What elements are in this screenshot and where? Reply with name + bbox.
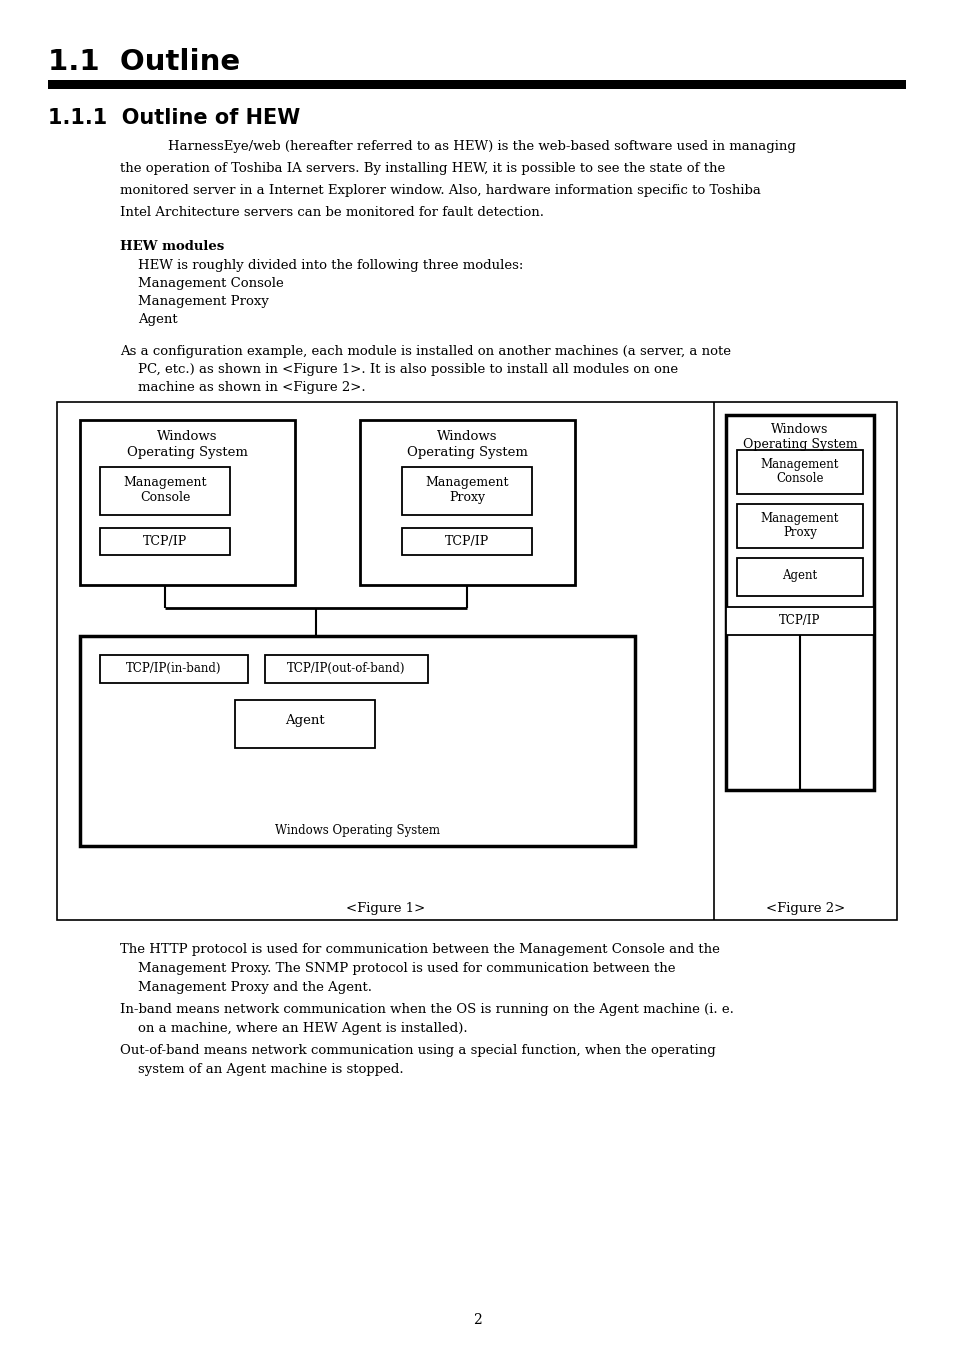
Text: Proxy: Proxy (782, 526, 816, 539)
Text: <Figure 1>: <Figure 1> (346, 902, 425, 915)
Text: Console: Console (140, 490, 190, 504)
Text: HarnessEye/web (hereafter referred to as HEW) is the web-based software used in : HarnessEye/web (hereafter referred to as… (168, 141, 795, 153)
Text: As a configuration example, each module is installed on another machines (a serv: As a configuration example, each module … (120, 345, 730, 358)
Text: Operating System: Operating System (741, 438, 857, 451)
Text: Management Proxy: Management Proxy (138, 295, 269, 308)
Text: Operating System: Operating System (407, 446, 527, 459)
Text: Windows: Windows (771, 423, 828, 436)
Text: Out-of-band means network communication using a special function, when the opera: Out-of-band means network communication … (120, 1044, 715, 1056)
Text: <Figure 2>: <Figure 2> (765, 902, 844, 915)
Bar (234, 700, 375, 748)
Text: the operation of Toshiba IA servers. By installing HEW, it is possible to see th: the operation of Toshiba IA servers. By … (120, 162, 724, 176)
Bar (401, 528, 532, 555)
Text: TCP/IP: TCP/IP (143, 535, 187, 549)
Text: TCP/IP(in-band): TCP/IP(in-band) (126, 662, 221, 676)
Text: Agent: Agent (138, 313, 177, 326)
Text: Agent: Agent (781, 569, 817, 582)
Text: Windows: Windows (436, 430, 497, 443)
Text: system of an Agent machine is stopped.: system of an Agent machine is stopped. (138, 1063, 403, 1075)
Text: Management: Management (123, 476, 207, 489)
Text: monitored server in a Internet Explorer window. Also, hardware information speci: monitored server in a Internet Explorer … (120, 184, 760, 197)
Bar (57, 403, 896, 920)
Bar (359, 420, 575, 585)
Text: Console: Console (776, 471, 822, 485)
Bar (100, 528, 230, 555)
Text: Agent: Agent (285, 713, 324, 727)
Text: 2: 2 (472, 1313, 481, 1327)
Text: machine as shown in <Figure 2>.: machine as shown in <Figure 2>. (138, 381, 365, 394)
Text: Operating System: Operating System (127, 446, 248, 459)
Text: Management: Management (425, 476, 508, 489)
Bar (80, 636, 635, 846)
Bar (48, 80, 905, 89)
Text: Management Proxy and the Agent.: Management Proxy and the Agent. (138, 981, 372, 994)
Text: Proxy: Proxy (449, 490, 484, 504)
Text: Management: Management (760, 512, 839, 526)
Bar (100, 655, 248, 684)
Bar (265, 655, 428, 684)
Text: HEW is roughly divided into the following three modules:: HEW is roughly divided into the followin… (138, 259, 523, 272)
Bar (737, 450, 862, 494)
Text: 1.1.1  Outline of HEW: 1.1.1 Outline of HEW (48, 108, 300, 128)
Text: Windows: Windows (157, 430, 217, 443)
Text: 1.1  Outline: 1.1 Outline (48, 49, 240, 76)
Bar (80, 420, 294, 585)
Bar (401, 467, 532, 515)
Bar (737, 504, 862, 549)
Text: TCP/IP: TCP/IP (779, 613, 820, 627)
Bar (725, 607, 873, 635)
Text: The HTTP protocol is used for communication between the Management Console and t: The HTTP protocol is used for communicat… (120, 943, 720, 957)
Bar (725, 415, 873, 790)
Text: TCP/IP: TCP/IP (444, 535, 489, 549)
Text: Management Console: Management Console (138, 277, 283, 290)
Text: Intel Architecture servers can be monitored for fault detection.: Intel Architecture servers can be monito… (120, 205, 543, 219)
Text: TCP/IP(out-of-band): TCP/IP(out-of-band) (287, 662, 405, 676)
Text: Windows Operating System: Windows Operating System (274, 824, 439, 838)
Text: Management Proxy. The SNMP protocol is used for communication between the: Management Proxy. The SNMP protocol is u… (138, 962, 675, 975)
Text: Management: Management (760, 458, 839, 471)
Text: PC, etc.) as shown in <Figure 1>. It is also possible to install all modules on : PC, etc.) as shown in <Figure 1>. It is … (138, 363, 678, 376)
Text: In-band means network communication when the OS is running on the Agent machine : In-band means network communication when… (120, 1002, 733, 1016)
Text: on a machine, where an HEW Agent is installed).: on a machine, where an HEW Agent is inst… (138, 1021, 467, 1035)
Bar (100, 467, 230, 515)
Bar (737, 558, 862, 596)
Text: HEW modules: HEW modules (120, 240, 224, 253)
